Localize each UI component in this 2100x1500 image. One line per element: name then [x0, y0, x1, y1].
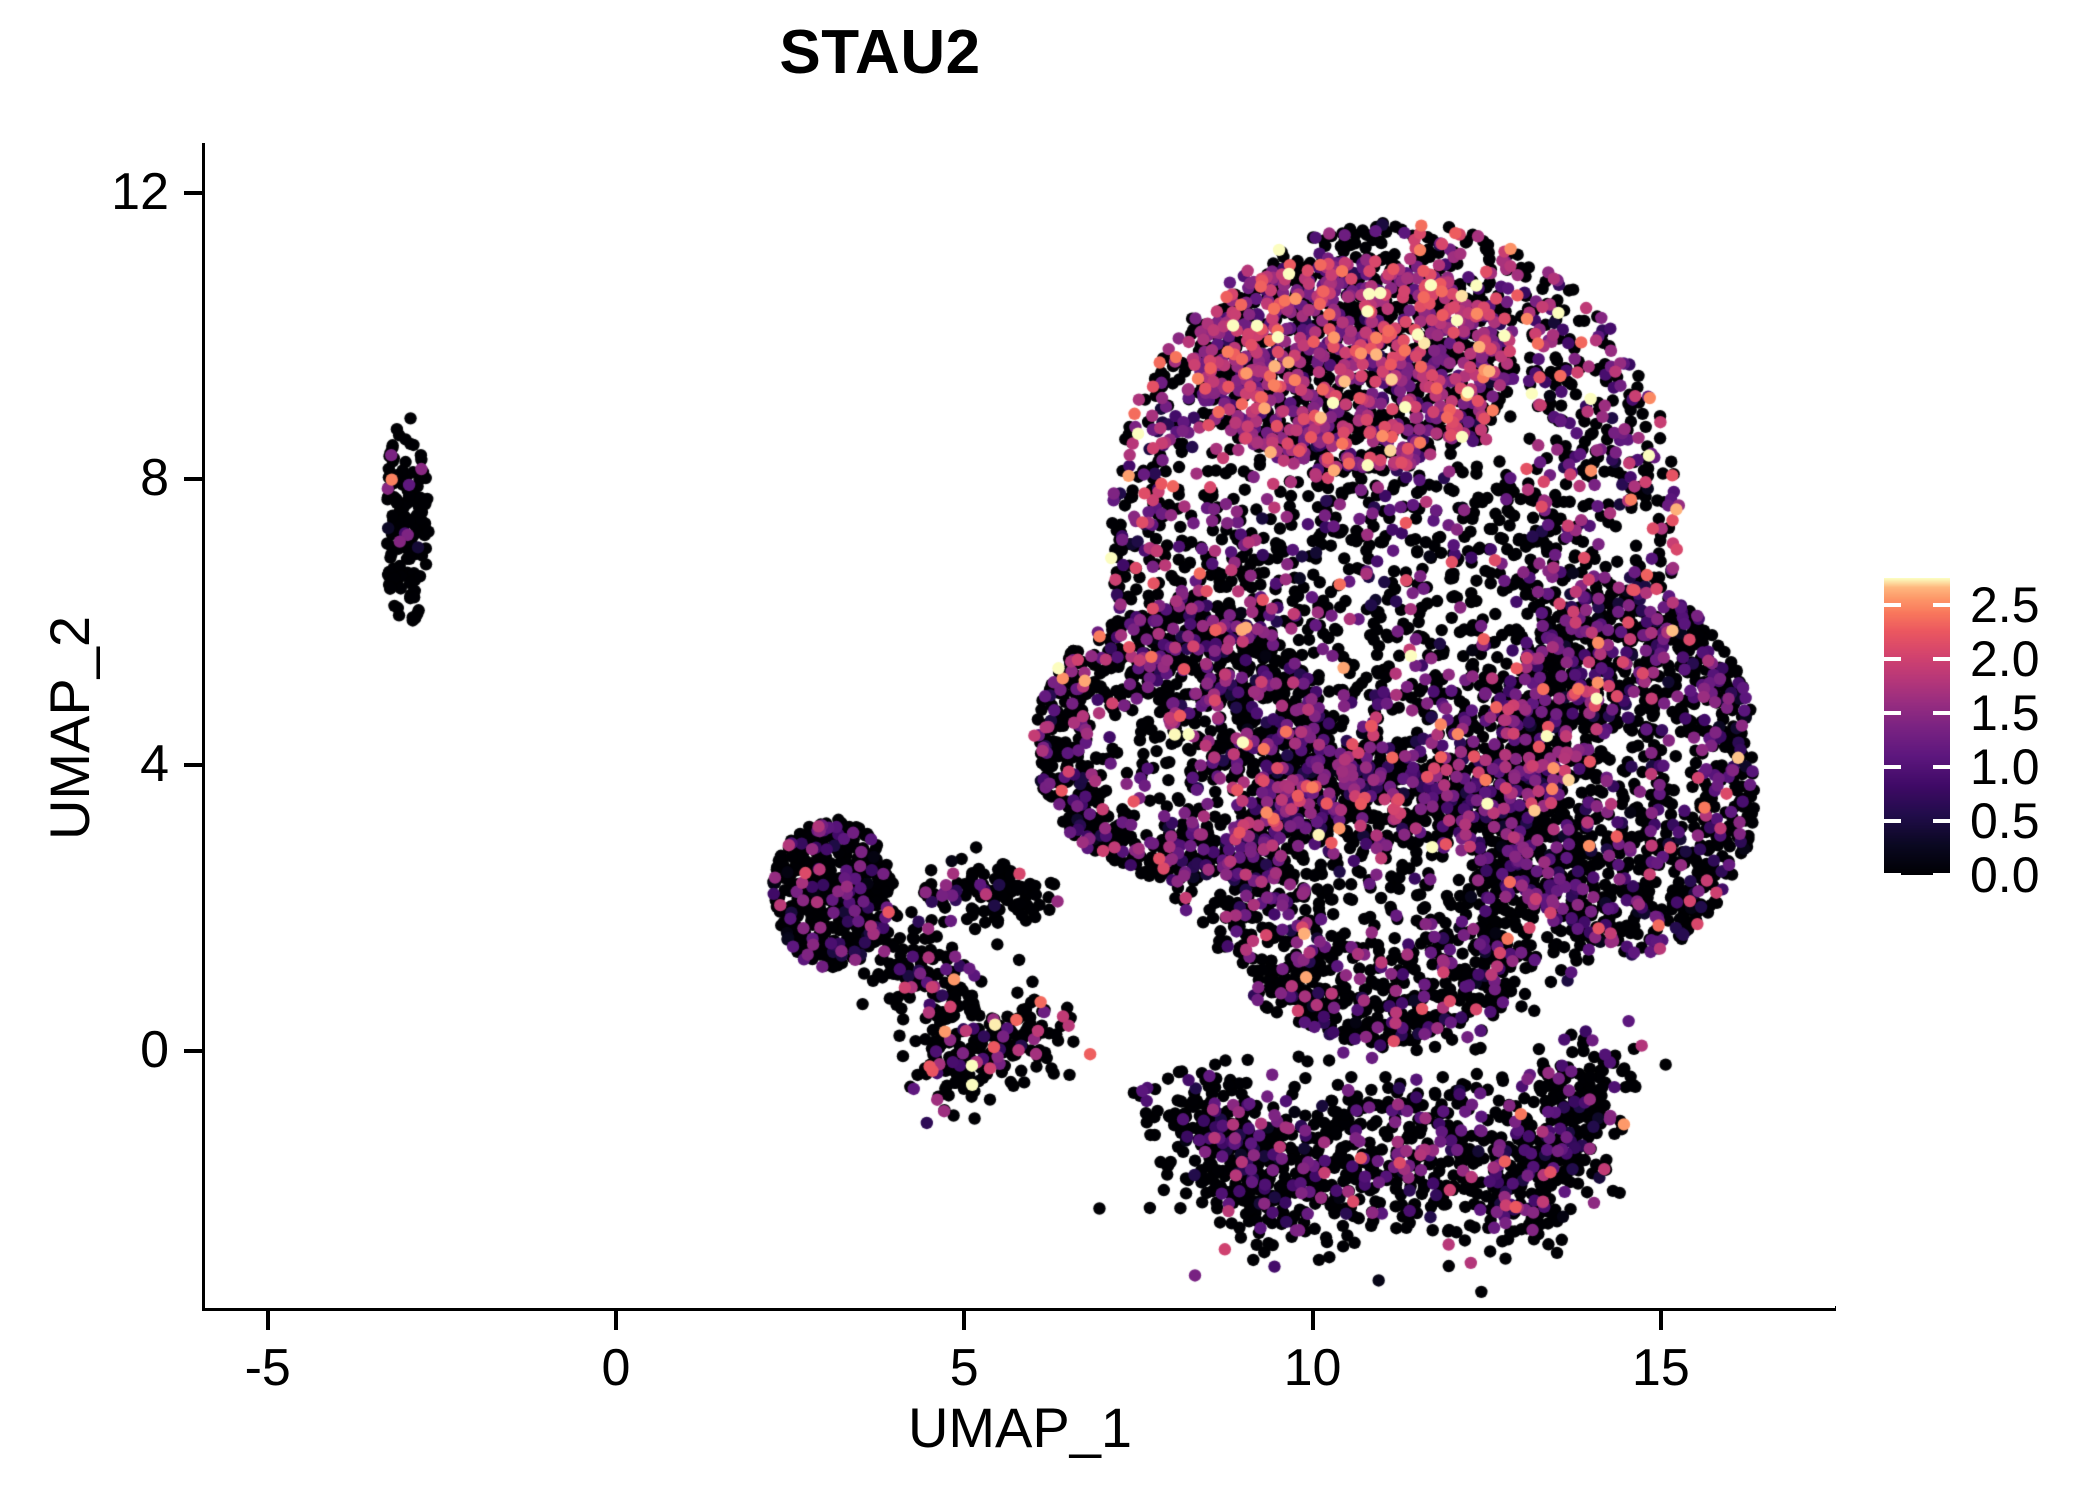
- x-tick-mark: [1658, 1311, 1663, 1330]
- colorbar-gradient: [1884, 578, 1950, 875]
- colorbar-tick-mark: [1933, 711, 1950, 715]
- page-title: STAU2: [779, 18, 981, 87]
- y-tick-label: 0: [140, 1020, 169, 1079]
- y-axis-title: UMAP_2: [38, 615, 101, 841]
- colorbar-tick-label: 1.0: [1970, 739, 2040, 795]
- x-tick-mark: [613, 1311, 618, 1330]
- x-tick-label: -5: [244, 1339, 291, 1397]
- y-axis-line: [202, 143, 207, 1310]
- colorbar-tick-mark: [1933, 819, 1950, 823]
- x-tick-label: 15: [1631, 1339, 1690, 1397]
- colorbar-tick-mark: [1933, 765, 1950, 769]
- scatter-plot-panel: [205, 143, 1835, 1308]
- x-axis-title: UMAP_1: [907, 1396, 1133, 1459]
- colorbar-tick-label: 0.0: [1970, 847, 2040, 903]
- color-legend: 0.0 0.5 1.0 1.5 2.0 2.5: [1884, 578, 2084, 900]
- x-tick-label: 10: [1283, 1339, 1342, 1397]
- y-tick-mark: [184, 191, 203, 196]
- colorbar-tick-mark: [1884, 603, 1901, 607]
- x-axis-line: [202, 1306, 1836, 1311]
- colorbar-tick-label: 0.5: [1970, 793, 2040, 849]
- colorbar-tick-label: 2.5: [1970, 577, 2040, 633]
- x-tick-mark: [1310, 1311, 1315, 1330]
- y-tick-mark: [184, 762, 203, 767]
- colorbar-tick-mark: [1933, 873, 1950, 877]
- y-tick-label: 8: [140, 448, 169, 507]
- colorbar-tick-mark: [1933, 603, 1950, 607]
- x-tick-mark: [962, 1311, 967, 1330]
- umap-scatter-points: [205, 143, 1835, 1308]
- y-tick-label: 4: [140, 734, 169, 793]
- x-tick-label: 0: [601, 1339, 631, 1397]
- colorbar-tick-label: 2.0: [1970, 631, 2040, 687]
- colorbar-tick-mark: [1884, 711, 1901, 715]
- x-tick-label: 5: [949, 1339, 979, 1397]
- colorbar-tick-label: 1.5: [1970, 685, 2040, 741]
- x-tick-mark: [265, 1311, 270, 1330]
- y-tick-mark: [184, 476, 203, 481]
- colorbar-tick-mark: [1884, 657, 1901, 661]
- colorbar-tick-mark: [1884, 873, 1901, 877]
- colorbar-tick-mark: [1884, 819, 1901, 823]
- y-tick-mark: [184, 1048, 203, 1053]
- colorbar-tick-mark: [1884, 765, 1901, 769]
- colorbar-tick-mark: [1933, 657, 1950, 661]
- y-tick-label: 12: [111, 163, 169, 222]
